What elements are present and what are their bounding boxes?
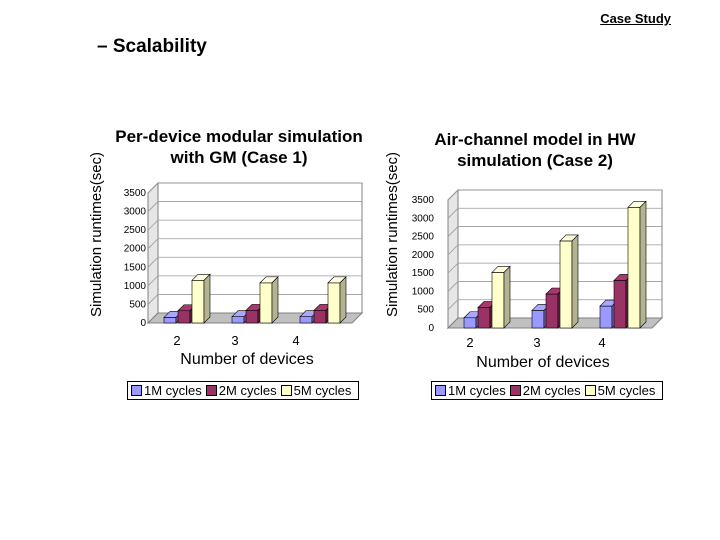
chart1-legend: 1M cycles 2M cycles 5M cycles bbox=[127, 381, 360, 400]
gridline bbox=[447, 207, 662, 219]
y-tick-label: 2000 bbox=[124, 244, 147, 255]
legend-swatch bbox=[435, 385, 446, 396]
gridline bbox=[447, 299, 662, 310]
chart2-title: Air-channel model in HW simulation (Case… bbox=[434, 130, 636, 170]
legend-label: 2M cycles bbox=[218, 383, 277, 398]
bar-side bbox=[271, 276, 279, 324]
bar-side bbox=[571, 234, 579, 329]
bar-front bbox=[299, 316, 313, 324]
y-tick-label: 500 bbox=[417, 305, 434, 316]
legend-swatch bbox=[584, 385, 596, 396]
gridline bbox=[447, 226, 662, 237]
section-heading: – Scalability bbox=[97, 36, 207, 57]
legend-swatch bbox=[280, 385, 292, 396]
y-tick-label: 1000 bbox=[124, 281, 147, 292]
plot-side-wall bbox=[447, 188, 459, 330]
x-category-label: 4 bbox=[292, 333, 299, 348]
x-category-label: 3 bbox=[231, 333, 238, 348]
bar-side bbox=[203, 273, 211, 324]
legend-swatch bbox=[509, 385, 521, 396]
bar-front bbox=[627, 207, 641, 329]
gridline bbox=[147, 275, 362, 287]
gridline bbox=[147, 256, 362, 268]
gridline bbox=[147, 182, 362, 194]
bar-front bbox=[177, 310, 191, 324]
bar-front bbox=[613, 280, 627, 329]
legend-item: 5M cycles bbox=[280, 383, 352, 398]
y-tick-label: 3000 bbox=[412, 213, 435, 224]
y-tick-label: 0 bbox=[428, 323, 434, 334]
bar-side bbox=[639, 200, 647, 329]
bar-front bbox=[163, 317, 177, 324]
legend-label: 1M cycles bbox=[448, 383, 506, 398]
bar-front bbox=[559, 240, 573, 329]
bar-front bbox=[231, 316, 245, 324]
legend-label: 2M cycles bbox=[522, 383, 581, 398]
legend-item: 2M cycles bbox=[205, 383, 277, 398]
legend-swatch bbox=[131, 385, 142, 396]
bar-front bbox=[599, 305, 613, 329]
y-tick-label: 3000 bbox=[124, 207, 147, 218]
legend-label: 5M cycles bbox=[293, 383, 352, 398]
plot-side-wall bbox=[147, 181, 159, 325]
bar-side bbox=[503, 265, 511, 329]
y-tick-label: 1500 bbox=[412, 268, 435, 279]
gridline bbox=[147, 238, 362, 249]
case-study-link[interactable]: Case Study bbox=[600, 11, 671, 26]
x-axis-label: Number of devices bbox=[476, 354, 609, 371]
bar-front bbox=[531, 310, 545, 329]
bar-front bbox=[545, 293, 559, 329]
legend-label: 1M cycles bbox=[144, 383, 202, 398]
bar-front bbox=[477, 307, 491, 329]
gridline bbox=[447, 281, 662, 292]
chart2-plot: 0 500 1000 1500 2000 2500 3000 3500 2 3 4 Number of… bbox=[412, 188, 664, 371]
y-tick-label: 500 bbox=[129, 299, 146, 310]
y-tick-label: 1000 bbox=[412, 286, 435, 297]
gridline bbox=[147, 201, 362, 212]
y-tick-label: 3500 bbox=[412, 195, 435, 206]
bar-front bbox=[327, 282, 341, 324]
y-tick-label: 2000 bbox=[412, 250, 435, 261]
gridline bbox=[447, 262, 662, 274]
chart1-title: Per-device modular simulation with GM (C… bbox=[115, 127, 363, 167]
gridline bbox=[147, 219, 362, 231]
gridline bbox=[147, 294, 362, 305]
legend-item: 1M cycles bbox=[131, 383, 202, 398]
y-tick-label: 0 bbox=[140, 318, 146, 329]
x-category-label: 3 bbox=[533, 335, 540, 350]
bar-front bbox=[313, 310, 327, 324]
x-axis-label: Number of devices bbox=[180, 351, 313, 368]
bar-front bbox=[491, 272, 505, 329]
y-tick-label: 2500 bbox=[124, 225, 147, 236]
legend-item: 2M cycles bbox=[509, 383, 581, 398]
gridline bbox=[447, 189, 662, 201]
chart2-legend: 1M cycles 2M cycles 5M cycles bbox=[431, 381, 664, 400]
legend-swatch bbox=[205, 385, 217, 396]
gridline bbox=[447, 244, 662, 256]
x-category-label: 2 bbox=[466, 335, 473, 350]
legend-item: 1M cycles bbox=[435, 383, 506, 398]
y-tick-label: 1500 bbox=[124, 262, 147, 273]
legend-label: 5M cycles bbox=[597, 383, 656, 398]
bar-front bbox=[463, 317, 477, 329]
x-category-label: 4 bbox=[598, 335, 605, 350]
bar-side bbox=[339, 276, 347, 324]
legend-item: 5M cycles bbox=[584, 383, 656, 398]
y-tick-label: 3500 bbox=[124, 188, 147, 199]
y-tick-label: 2500 bbox=[412, 232, 435, 243]
bar-front bbox=[245, 310, 259, 324]
bar-front bbox=[259, 282, 273, 324]
bar-front bbox=[191, 279, 205, 324]
chart1-plot: 0 500 1000 1500 2000 2500 3000 3500 2 3 4 Number of… bbox=[124, 181, 364, 368]
x-category-label: 2 bbox=[173, 333, 180, 348]
